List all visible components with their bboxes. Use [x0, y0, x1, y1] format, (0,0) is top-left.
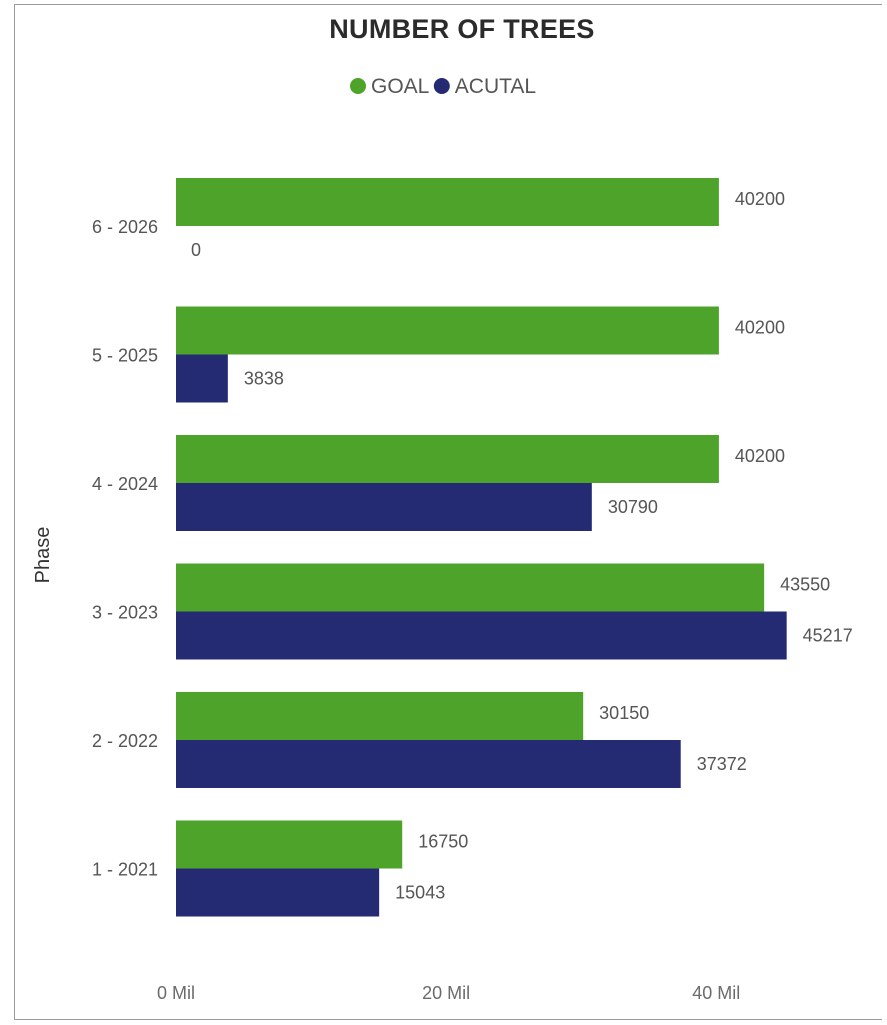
legend-label-goal: GOAL — [371, 75, 429, 98]
legend-marker-acutal — [433, 78, 450, 94]
bar-goal — [176, 820, 403, 869]
value-label-goal: 40200 — [735, 318, 785, 338]
bar-goal — [176, 692, 584, 740]
x-tick-label: 0 Mil — [157, 983, 195, 1003]
chart-title: NUMBER OF TREES — [329, 14, 595, 44]
value-labels-group: 40200 0 40200 3838 40200 30790 43550 45217 30150… — [191, 189, 853, 903]
x-tick-label: 20 Mil — [422, 983, 470, 1003]
value-label-acutal: 30790 — [608, 497, 658, 517]
y-axis-title: Phase — [32, 527, 54, 584]
bar-goal — [176, 178, 719, 226]
value-label-goal: 40200 — [735, 446, 785, 466]
x-axis-ticks: 0 Mil 20 Mil 40 Mil — [157, 983, 740, 1003]
category-label: 1 - 2021 — [92, 860, 158, 880]
bar-acutal — [176, 354, 228, 403]
legend-marker-goal — [350, 78, 366, 94]
bar-goal — [176, 435, 719, 483]
value-label-goal: 40200 — [735, 189, 785, 209]
value-label-acutal: 15043 — [395, 883, 445, 903]
category-label: 6 - 2026 — [92, 217, 158, 237]
bar-acutal — [176, 483, 592, 531]
category-label: 2 - 2022 — [92, 731, 158, 751]
category-labels-group: 6 - 2026 5 - 2025 4 - 2024 3 - 2023 2 - 2022… — [92, 217, 158, 880]
category-label: 5 - 2025 — [92, 346, 158, 366]
bar-acutal — [176, 740, 681, 788]
legend: GOAL ACUTAL — [350, 75, 536, 98]
x-tick-label: 40 Mil — [692, 983, 740, 1003]
value-label-acutal: 37372 — [697, 754, 747, 774]
value-label-acutal: 45217 — [803, 626, 853, 646]
value-label-acutal: 0 — [191, 240, 201, 260]
category-label: 4 - 2024 — [92, 474, 158, 494]
value-label-acutal: 3838 — [244, 369, 284, 389]
category-label: 3 - 2023 — [92, 603, 158, 623]
bar-acutal — [176, 868, 380, 917]
value-label-goal: 16750 — [418, 832, 468, 852]
bar-goal — [176, 306, 719, 355]
bars-group — [176, 178, 787, 917]
legend-label-acutal: ACUTAL — [455, 75, 536, 98]
value-label-goal: 43550 — [780, 575, 830, 595]
bar-acutal — [176, 611, 787, 660]
value-label-goal: 30150 — [599, 703, 649, 723]
bar-goal — [176, 563, 765, 612]
